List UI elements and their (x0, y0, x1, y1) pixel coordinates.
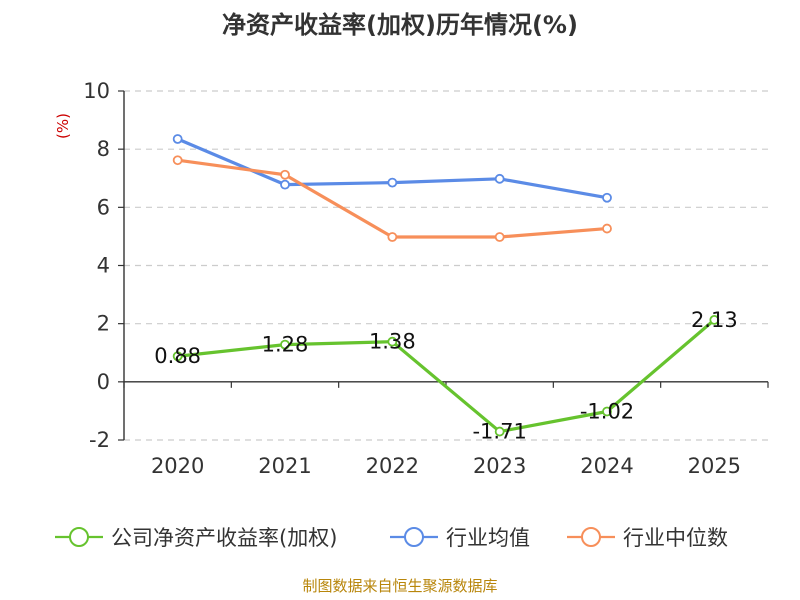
y-tick-label: 6 (97, 195, 110, 219)
y-tick-label: 4 (97, 254, 110, 278)
data-label: 1.28 (262, 333, 309, 357)
y-tick-label: 8 (97, 137, 110, 161)
data-point (172, 351, 183, 362)
data-point (709, 314, 720, 325)
legend: 公司净资产收益率(加权) 行业均值 行业中位数 (55, 526, 728, 550)
data-point (387, 232, 398, 242)
data-point (172, 155, 183, 166)
data-point (280, 169, 290, 180)
x-tick-label: 2022 (366, 454, 419, 478)
data-point (602, 406, 612, 417)
data-label: 2.13 (691, 308, 738, 332)
data-label: 0.88 (154, 344, 201, 368)
y-tick-label: 2 (97, 312, 110, 336)
data-point (602, 192, 612, 203)
legend-swatch-marker (581, 527, 601, 547)
legend-item-1: 行业均值 (390, 526, 530, 550)
x-tick-label: 2023 (473, 454, 526, 478)
grid-lines (124, 90, 768, 441)
legend-swatch-marker (69, 527, 89, 547)
x-tick-label: 2021 (258, 454, 311, 478)
data-point (280, 339, 290, 350)
x-tick-labels: 2020 2021 2022 2023 2024 2025 (151, 454, 741, 478)
legend-swatch-marker (404, 527, 424, 547)
data-labels: 0.88 1.28 1.38 -1.71 -1.02 2.13 (154, 308, 737, 444)
data-label: -1.71 (472, 420, 526, 444)
legend-label: 行业中位数 (623, 526, 728, 550)
y-axis-unit-label: (%) (54, 113, 72, 139)
data-point (387, 336, 398, 347)
y-tick-label: -2 (89, 428, 110, 452)
x-tick-label: 2025 (688, 454, 741, 478)
data-label: -1.02 (580, 399, 634, 423)
data-point (280, 179, 290, 190)
y-tick-label: 10 (83, 79, 110, 103)
legend-label: 行业均值 (446, 526, 530, 550)
legend-item-2: 行业中位数 (567, 526, 728, 550)
y-tick-label: 0 (97, 370, 110, 394)
series-line-2 (177, 158, 608, 239)
chart-title: 净资产收益率(加权)历年情况(%) (222, 11, 578, 39)
legend-label: 公司净资产收益率(加权) (111, 526, 337, 550)
data-label: 1.38 (369, 330, 416, 354)
data-point (494, 173, 505, 184)
data-point (494, 426, 505, 437)
series-line-0 (177, 318, 716, 434)
axes (118, 90, 769, 441)
data-point (602, 223, 612, 234)
data-point (494, 232, 505, 242)
x-tick-label: 2024 (580, 454, 633, 478)
x-tick-label: 2020 (151, 454, 204, 478)
series-group (172, 134, 720, 437)
data-point (387, 177, 398, 188)
y-tick-labels: -2 0 2 4 6 8 10 (83, 79, 110, 452)
legend-item-0: 公司净资产收益率(加权) (55, 526, 337, 550)
source-note: 制图数据来自恒生聚源数据库 (302, 577, 497, 595)
data-point (172, 134, 183, 144)
